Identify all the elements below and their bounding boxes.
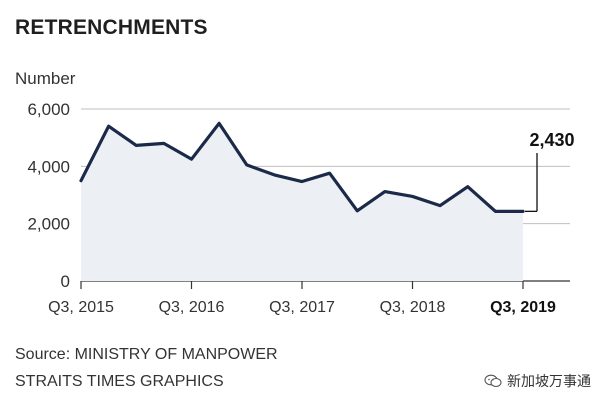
y-tick-label: 4,000	[27, 157, 70, 176]
watermark: 新加坡万事通	[484, 371, 591, 391]
x-tick-label: Q3, 2018	[380, 299, 446, 316]
y-tick-label: 6,000	[27, 100, 70, 119]
y-tick-labels: 0 2,000 4,000 6,000	[27, 100, 70, 291]
retrenchments-line	[79, 121, 525, 213]
x-tick-labels: Q3, 2015 Q3, 2016 Q3, 2017 Q3, 2018 Q3, 2019	[48, 281, 556, 316]
series-line	[79, 121, 525, 213]
x-tick-label: Q3, 2019	[490, 299, 556, 316]
credit-text: STRAITS TIMES GRAPHICS	[15, 373, 224, 390]
callout-value-label: 2,430	[529, 130, 574, 150]
y-tick-label: 0	[61, 272, 70, 291]
chart-title: RETRENCHMENTS	[15, 16, 208, 39]
area-fill	[81, 123, 523, 281]
watermark-text: 新加坡万事通	[507, 374, 591, 390]
source-text: Source: MINISTRY OF MANPOWER	[15, 346, 278, 363]
x-tick-label: Q3, 2016	[159, 299, 225, 316]
value-callout: 2,430	[525, 130, 575, 212]
y-tick-label: 2,000	[27, 215, 70, 234]
area-shape	[81, 123, 523, 281]
x-tick-label: Q3, 2017	[269, 299, 335, 316]
x-tick-label: Q3, 2015	[48, 299, 114, 316]
y-axis-label: Number	[15, 69, 76, 88]
chat-bubble-icon	[484, 374, 502, 388]
